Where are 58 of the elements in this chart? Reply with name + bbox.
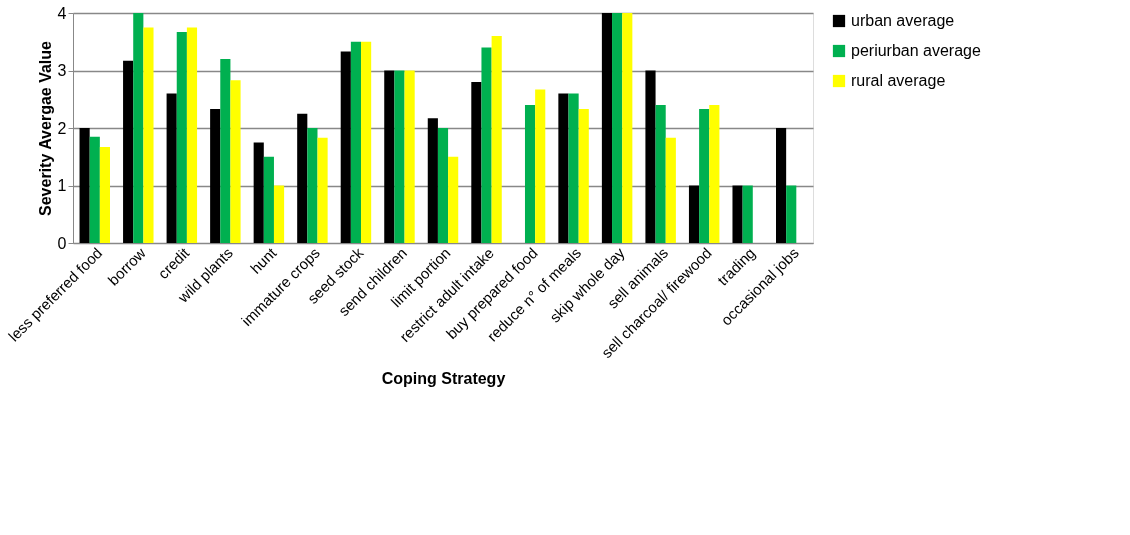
bar: [776, 128, 787, 243]
bar: [123, 60, 134, 243]
bar: [133, 13, 144, 243]
y-tick-label: 4: [57, 4, 67, 22]
bar: [166, 93, 177, 243]
bar: [404, 70, 415, 243]
bar: [297, 113, 308, 243]
bar: [79, 128, 90, 243]
bar: [220, 59, 231, 243]
bar: [568, 93, 579, 243]
bar: [645, 70, 656, 243]
legend-label: rural average: [851, 72, 946, 89]
bar: [99, 146, 110, 243]
bar: [524, 105, 536, 243]
bar: [688, 185, 700, 243]
bar: [612, 13, 623, 243]
bar: [384, 70, 395, 243]
bar: [427, 118, 438, 243]
bar: [186, 27, 198, 243]
x-axis-title: Coping Strategy: [381, 370, 506, 388]
bar: [263, 156, 274, 243]
bar: [210, 109, 221, 243]
bar: [491, 36, 502, 243]
legend-label: urban average: [851, 12, 955, 29]
bar: [350, 41, 362, 243]
bar: [655, 105, 666, 243]
bar: [307, 128, 318, 243]
bar: [273, 185, 285, 243]
bar: [317, 137, 328, 243]
bar: [471, 82, 482, 243]
bar: [578, 109, 589, 243]
bar: [89, 136, 100, 243]
bar: [361, 41, 372, 243]
bar: [481, 47, 492, 243]
bar: [786, 185, 797, 243]
bar: [230, 80, 241, 243]
bar: [394, 70, 405, 243]
bar: [601, 13, 613, 243]
bar: [558, 93, 569, 243]
y-axis-title: Severity Avergae Value: [36, 40, 54, 216]
legend-label: periurban average: [851, 42, 981, 59]
bar: [699, 109, 710, 243]
bar: [448, 156, 459, 243]
y-tick-label: 3: [57, 62, 67, 79]
bar: [143, 27, 154, 243]
y-tick-label: 1: [57, 177, 67, 194]
bar: [742, 185, 753, 243]
bar: [253, 142, 264, 243]
bar: [437, 128, 449, 243]
y-tick-label: 0: [57, 234, 67, 252]
bar: [622, 13, 633, 243]
bar: [665, 137, 676, 243]
bar: [535, 89, 546, 243]
bar: [709, 105, 720, 243]
bar: [732, 185, 743, 243]
y-tick-label: 2: [57, 119, 67, 137]
bar: [340, 51, 351, 243]
bar: [176, 31, 187, 243]
